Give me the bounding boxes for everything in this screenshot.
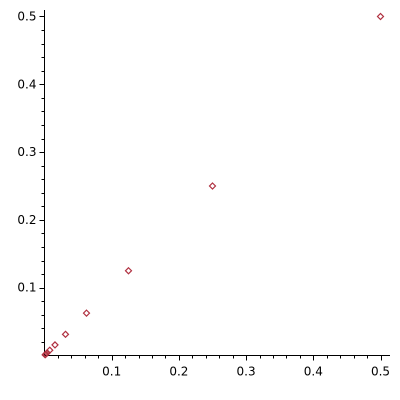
x-ticks bbox=[58, 355, 382, 361]
y-tick-label: 0.4 bbox=[17, 77, 36, 91]
x-tick-labels: 0.1 0.2 0.3 0.4 0.5 bbox=[102, 365, 390, 379]
y-tick-label: 0.5 bbox=[17, 10, 36, 24]
data-point bbox=[124, 266, 133, 275]
data-point bbox=[82, 309, 91, 317]
y-tick-labels: 0.1 0.2 0.3 0.4 0.5 bbox=[17, 10, 36, 295]
x-tick-label: 0.3 bbox=[237, 365, 256, 379]
data-point bbox=[51, 341, 59, 349]
x-tick-label: 0.4 bbox=[304, 365, 323, 379]
y-ticks bbox=[39, 16, 45, 343]
axes bbox=[44, 10, 390, 356]
data-point bbox=[41, 350, 50, 359]
data-point bbox=[61, 330, 70, 339]
x-tick-label: 0.2 bbox=[169, 365, 188, 379]
y-tick-label: 0.3 bbox=[17, 145, 36, 159]
x-tick-label: 0.5 bbox=[371, 365, 390, 379]
x-tick-label: 0.1 bbox=[102, 365, 121, 379]
data-points bbox=[41, 12, 385, 359]
y-tick-label: 0.1 bbox=[17, 281, 36, 295]
y-tick-label: 0.2 bbox=[17, 213, 36, 227]
data-point bbox=[208, 182, 217, 190]
data-point bbox=[376, 12, 385, 21]
